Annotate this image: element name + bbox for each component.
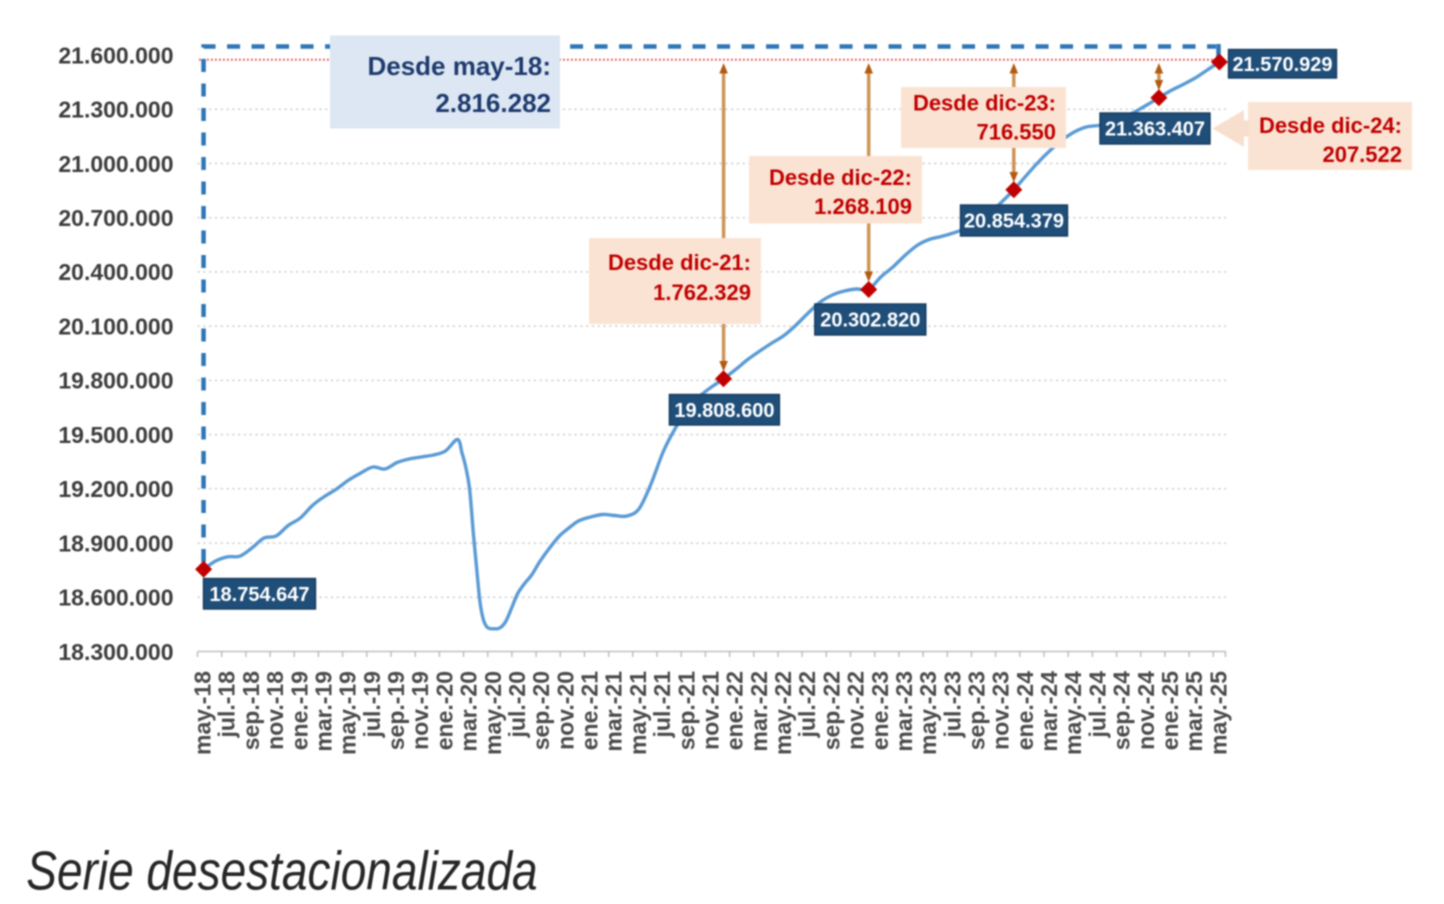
svg-text:1.268.109: 1.268.109 [814, 194, 912, 219]
svg-text:jul.-23: jul.-23 [939, 671, 965, 738]
svg-text:20.302.820: 20.302.820 [820, 310, 920, 332]
svg-text:Serie desestacionalizada: Serie desestacionalizada [26, 840, 537, 901]
svg-text:18.900.000: 18.900.000 [58, 530, 173, 556]
svg-text:mar.-19: mar.-19 [311, 671, 337, 752]
svg-text:may.-19: may.-19 [335, 671, 361, 755]
svg-text:nov.-18: nov.-18 [262, 671, 288, 750]
svg-text:mar.-21: mar.-21 [601, 671, 627, 752]
svg-text:sep.-20: sep.-20 [528, 671, 554, 750]
svg-text:18.300.000: 18.300.000 [58, 639, 173, 665]
svg-text:sep.-21: sep.-21 [673, 671, 699, 750]
svg-text:may.-18: may.-18 [190, 671, 216, 755]
svg-text:ene.-22: ene.-22 [722, 671, 748, 750]
svg-text:Desde dic-23:: Desde dic-23: [913, 91, 1056, 116]
svg-text:21.300.000: 21.300.000 [58, 97, 173, 123]
svg-text:may.-22: may.-22 [770, 671, 796, 755]
svg-text:20.100.000: 20.100.000 [58, 313, 173, 339]
svg-text:ene.-19: ene.-19 [286, 671, 312, 750]
svg-text:mar.-22: mar.-22 [746, 671, 772, 752]
svg-text:21.600.000: 21.600.000 [58, 42, 173, 68]
svg-text:20.400.000: 20.400.000 [58, 259, 173, 285]
svg-text:may.-23: may.-23 [915, 671, 941, 755]
svg-text:ene.-25: ene.-25 [1157, 671, 1183, 750]
svg-text:jul.-18: jul.-18 [214, 671, 240, 739]
svg-text:18.600.000: 18.600.000 [58, 585, 173, 611]
svg-text:Desde may-18:: Desde may-18: [367, 51, 551, 81]
svg-text:ene.-21: ene.-21 [577, 671, 603, 750]
svg-text:nov.-24: nov.-24 [1133, 671, 1159, 750]
svg-text:may.-21: may.-21 [625, 671, 651, 755]
svg-text:sep.-24: sep.-24 [1109, 671, 1135, 750]
svg-text:jul.-24: jul.-24 [1084, 671, 1110, 739]
svg-text:sep.-22: sep.-22 [818, 671, 844, 750]
svg-text:20.854.379: 20.854.379 [964, 211, 1064, 233]
svg-text:Desde dic-24:: Desde dic-24: [1259, 113, 1402, 138]
svg-text:jul.-19: jul.-19 [359, 671, 385, 738]
svg-text:21.000.000: 21.000.000 [58, 151, 173, 177]
svg-text:mar.-23: mar.-23 [891, 671, 917, 752]
svg-text:nov.-22: nov.-22 [843, 671, 869, 750]
svg-text:18.754.647: 18.754.647 [209, 584, 309, 606]
svg-text:19.800.000: 19.800.000 [58, 368, 173, 394]
svg-text:Desde dic-22:: Desde dic-22: [769, 165, 912, 190]
svg-text:21.570.929: 21.570.929 [1232, 54, 1332, 76]
svg-text:1.762.329: 1.762.329 [653, 280, 751, 305]
svg-text:207.522: 207.522 [1322, 142, 1402, 167]
svg-text:nov.-20: nov.-20 [552, 671, 578, 750]
svg-text:nov.-23: nov.-23 [988, 671, 1014, 750]
svg-text:ene.-24: ene.-24 [1012, 671, 1038, 750]
svg-text:ene.-23: ene.-23 [867, 671, 893, 750]
svg-text:mar.-20: mar.-20 [456, 671, 482, 752]
svg-text:mar.-24: mar.-24 [1036, 671, 1062, 752]
svg-text:ene.-20: ene.-20 [431, 671, 457, 750]
svg-text:sep.-18: sep.-18 [238, 671, 264, 750]
svg-text:20.700.000: 20.700.000 [58, 205, 173, 231]
svg-text:Desde dic-21:: Desde dic-21: [608, 250, 751, 275]
svg-text:jul.-22: jul.-22 [794, 671, 820, 738]
svg-text:nov.-19: nov.-19 [407, 671, 433, 750]
svg-text:sep.-19: sep.-19 [383, 671, 409, 750]
svg-text:may.-24: may.-24 [1060, 671, 1086, 755]
svg-text:jul.-21: jul.-21 [649, 671, 675, 739]
svg-text:19.500.000: 19.500.000 [58, 422, 173, 448]
svg-text:2.816.282: 2.816.282 [435, 88, 551, 118]
svg-text:jul.-20: jul.-20 [504, 671, 530, 738]
svg-text:mar.-25: mar.-25 [1181, 671, 1207, 752]
svg-text:19.808.600: 19.808.600 [674, 400, 774, 422]
svg-text:21.363.407: 21.363.407 [1105, 119, 1205, 141]
svg-text:716.550: 716.550 [976, 120, 1056, 145]
svg-text:sep.-23: sep.-23 [964, 671, 990, 750]
svg-text:19.200.000: 19.200.000 [58, 476, 173, 502]
svg-text:may.-25: may.-25 [1205, 671, 1231, 755]
svg-text:may.-20: may.-20 [480, 671, 506, 755]
svg-text:nov.-21: nov.-21 [698, 671, 724, 750]
